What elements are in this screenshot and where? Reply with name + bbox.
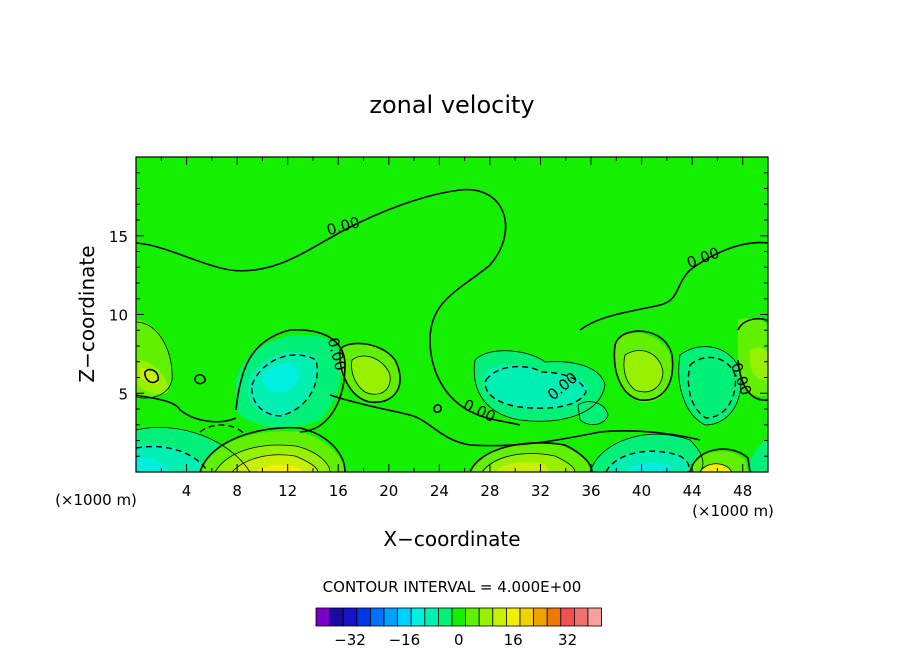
colorbar-swatch [329, 607, 344, 627]
colorbar-swatch [451, 607, 467, 627]
colorbar-swatch [505, 607, 521, 627]
y-tick-label: 5 [118, 385, 128, 403]
contour-line-zero [199, 426, 346, 473]
contour-line-negative [687, 356, 737, 419]
contour-line-zero [689, 448, 751, 473]
x-tick-label: 16 [329, 482, 348, 500]
contour-line-positive [231, 454, 319, 473]
colorbar-tick-label: 32 [558, 631, 577, 649]
contour-fill-band [495, 462, 550, 472]
contour-line-positive [481, 453, 576, 473]
x-tick-label: 48 [733, 482, 752, 500]
colorbar-swatch [383, 607, 399, 627]
x-tick-label: 32 [531, 482, 550, 500]
colorbar-tick-label: −16 [389, 631, 421, 649]
contour-line-negative [135, 445, 209, 473]
x-axis-title: X−coordinate [383, 527, 520, 551]
contour-line-zero [339, 342, 401, 403]
chart-title: zonal velocity [369, 91, 534, 119]
x-tick-label: 44 [683, 482, 702, 500]
colorbar-swatch [342, 607, 358, 627]
colorbar-swatch [369, 607, 385, 627]
contour-line-negative [605, 450, 690, 473]
x-tick-label: 28 [480, 482, 499, 500]
contour-line-zero [135, 188, 521, 426]
colorbar-swatch [587, 607, 603, 627]
plot-background [136, 157, 768, 472]
x-unit-label-left: (×1000 m) [55, 491, 137, 509]
contour-line-negative [251, 354, 318, 417]
colorbar-swatch [315, 607, 331, 627]
contour-fill-band [262, 364, 300, 393]
x-tick-label: 36 [581, 482, 600, 500]
colorbar-swatch [465, 607, 480, 627]
contour-line-zero [469, 442, 593, 473]
x-tick-label: 24 [430, 482, 449, 500]
x-tick-label: 4 [182, 482, 192, 500]
y-tick-label: 10 [109, 307, 128, 325]
contour-line-zero [144, 368, 160, 384]
contour-line-negative [589, 433, 704, 473]
contour-interval-note: CONTOUR INTERVAL = 4.000E+00 [323, 578, 582, 596]
colorbar-swatch [519, 607, 535, 627]
colorbar-tick-label: 16 [504, 631, 523, 649]
x-tick-label: 20 [379, 482, 398, 500]
colorbar-swatch [574, 607, 589, 627]
x-tick-label: 8 [232, 482, 242, 500]
contour-fill-band [750, 347, 768, 381]
contour-line-negative [135, 427, 251, 473]
colorbar: −32 −16 0 16 32 [315, 607, 603, 649]
colorbar-swatch [437, 607, 453, 627]
x-tick-label: 12 [278, 482, 297, 500]
contour-line-zero [194, 373, 206, 385]
contour-fill-band [748, 440, 768, 472]
contour-line-zero [579, 241, 769, 331]
contour-line-zero [737, 359, 769, 401]
colorbar-tick-label: −32 [334, 631, 366, 649]
colorbar-swatch [560, 607, 575, 627]
contour-line-negative [473, 350, 606, 422]
colorbar-swatch [492, 607, 507, 627]
contour-fill-band [351, 355, 391, 395]
contour-line-positive [135, 321, 173, 399]
contour-line-negative [484, 365, 587, 409]
colorbar-swatch [533, 607, 548, 627]
contour-line-zero [235, 329, 346, 433]
colorbar-swatch [356, 607, 371, 627]
y-axis-title: Z−coordinate [75, 245, 99, 382]
colorbar-swatch [478, 607, 494, 627]
colorbar-swatch [424, 607, 439, 627]
colorbar-tick-label: 0 [454, 631, 464, 649]
y-tick-label: 15 [109, 228, 128, 246]
x-tick-label: 40 [632, 482, 651, 500]
colorbar-swatch [397, 607, 412, 627]
contour-line-negative [577, 401, 609, 425]
plot-area: 0.000.000.000.000.00 0.00 [135, 156, 769, 473]
contour-line-positive [351, 355, 391, 395]
contour-line-negative [199, 424, 246, 436]
contour-fill-band [484, 364, 588, 410]
contour-line-negative [678, 346, 742, 426]
contour-line-positive [623, 350, 664, 393]
contour-fill-band [625, 462, 672, 472]
contour-line-zero [433, 404, 442, 413]
contour-line-positive [214, 444, 331, 473]
colorbar-swatch [546, 607, 562, 627]
contour-fill-band [623, 350, 663, 392]
contour-line-zero [613, 330, 674, 401]
colorbar-swatch [410, 607, 426, 627]
contour-fill-band [578, 401, 608, 425]
x-unit-label-right: (×1000 m) [692, 502, 774, 520]
contour-fill-band [255, 464, 305, 472]
contour-line-zero [329, 394, 701, 447]
contour-fill-band [700, 463, 732, 472]
contour-line-zero [737, 318, 769, 331]
